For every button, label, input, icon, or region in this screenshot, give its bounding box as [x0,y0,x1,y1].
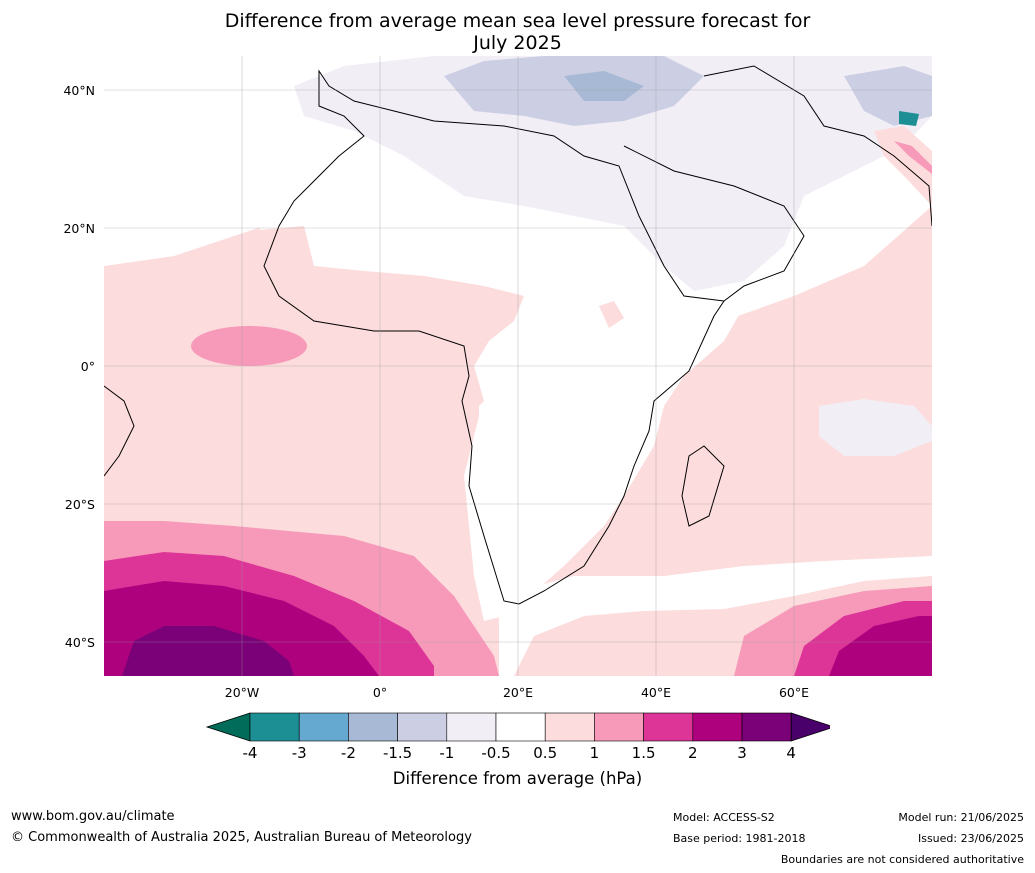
anomaly-field-himalaya [899,111,919,126]
anomaly-field-indian-ocean [819,399,932,456]
footer-copyright: © Commonwealth of Australia 2025, Austra… [11,830,472,845]
colorbar-segment [594,712,644,742]
anomaly-field-near-zero-south [499,556,932,676]
colorbar-segment [495,712,546,742]
colorbar-tick-label: 0.5 [533,744,558,762]
colorbar-tick-label: -0.5 [481,744,511,762]
colorbar-tick-label: 2 [688,744,698,762]
footer-website: www.bom.gov.au/climate [11,809,175,824]
colorbar-segment [298,712,349,742]
colorbar-segment [249,712,300,742]
colorbar-segment [397,712,448,742]
colorbar [205,712,830,742]
colorbar-tick-label: -3 [291,744,307,762]
colorbar-tick-label: -4 [242,744,258,762]
anomaly-field-west-africa [249,226,524,411]
lat-label-20s: 20°S [64,497,95,512]
colorbar-segment [446,712,497,742]
anomaly-field-atlantic-blob [191,326,307,366]
anomaly-field-india-core [894,141,932,174]
colorbar-tick-label: -1 [439,744,455,762]
chart-title: Difference from average mean sea level p… [0,10,1035,54]
anomaly-field-negative-north [294,56,932,291]
colorbar-segment [741,712,792,742]
lon-label-40e: 40°E [640,685,672,700]
colorbar-segment [692,712,743,742]
anomaly-field-central-asia [844,66,932,126]
anomaly-field-india [874,126,932,206]
map-svg [104,56,932,676]
anomaly-field-south-indian-3 [829,616,932,676]
lat-label-40n: 40°N [63,83,95,98]
graticule [104,56,932,676]
lon-label-60e: 60°E [778,685,810,700]
colorbar-segment [643,712,694,742]
colorbar-tick-label: -2 [340,744,356,762]
footer-base-period: Base period: 1981-2018 [673,832,806,845]
colorbar-tick-label: -1.5 [382,744,413,762]
lat-label-40s: 40°S [64,635,95,650]
colorbar-extend-min [205,712,251,742]
colorbar-label: Difference from average (hPa) [392,769,643,788]
lon-label-0: 0° [372,685,388,700]
lat-label-0: 0° [80,359,95,374]
colorbar-tick-label: 4 [786,744,796,762]
footer-model-run: Model run: 21/06/2025 [898,811,1024,824]
lat-label-20n: 20°N [63,221,95,236]
lon-label-20w: 20°W [224,685,260,700]
colorbar-tick-label: 3 [737,744,747,762]
lon-label-20e: 20°E [502,685,534,700]
colorbar-segment [348,712,398,742]
anomaly-field-aegean [564,71,644,101]
footer-issued: Issued: 23/06/2025 [917,832,1024,845]
anomaly-field-horn-patch [599,301,624,328]
colorbar-extend-max [790,712,830,742]
footer-model: Model: ACCESS-S2 [673,811,775,824]
anomaly-field-mediterranean [444,56,704,126]
colorbar-tick-label: 1 [589,744,600,762]
colorbar-segment [544,712,595,742]
title-line-1: Difference from average mean sea level p… [224,10,811,32]
footer-disclaimer: Boundaries are not considered authoritat… [780,853,1024,866]
anomaly-field-south-atlantic-4 [122,626,294,676]
pressure-anomaly-map [104,56,932,676]
colorbar-tick-label: 1.5 [631,744,656,762]
title-line-2: July 2025 [473,32,562,54]
